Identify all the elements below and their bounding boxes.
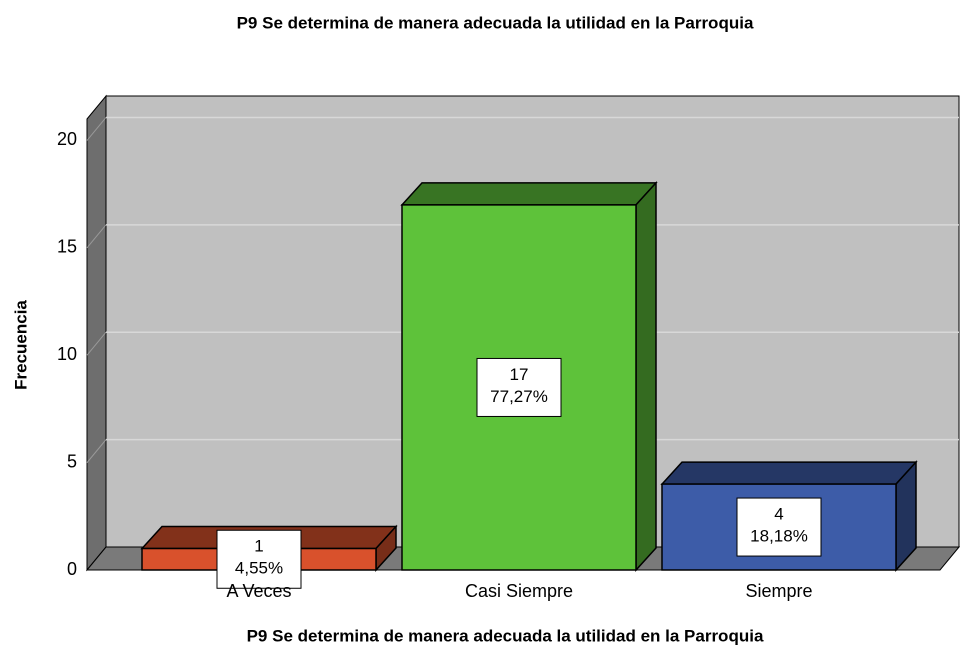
chart-title: P9 Se determina de manera adecuada la ut… bbox=[237, 13, 754, 32]
x-axis-title: P9 Se determina de manera adecuada la ut… bbox=[247, 626, 764, 645]
bar-side bbox=[635, 180, 657, 572]
percent-label: 18,18% bbox=[750, 527, 808, 546]
grid-line bbox=[86, 117, 107, 141]
grid-line bbox=[86, 224, 107, 249]
y-tick-label: 15 bbox=[57, 237, 77, 257]
bar-top bbox=[660, 461, 918, 485]
y-tick-label: 10 bbox=[57, 344, 77, 364]
grid-line bbox=[86, 331, 107, 356]
data-label-box bbox=[736, 497, 822, 557]
percent-label: 4,55% bbox=[235, 559, 283, 578]
y-axis-title: Frecuencia bbox=[11, 300, 30, 390]
data-label: 17 bbox=[510, 365, 529, 384]
grid-line bbox=[86, 439, 107, 463]
data-label: 4 bbox=[774, 505, 783, 524]
y-tick-label: 5 bbox=[67, 451, 77, 471]
x-tick-label: Siempre bbox=[745, 581, 812, 601]
bar-top bbox=[400, 182, 658, 206]
x-tick-label: A Veces bbox=[226, 581, 291, 601]
y-tick-label: 0 bbox=[67, 559, 77, 579]
data-label: 1 bbox=[254, 537, 263, 556]
y-tick-label: 20 bbox=[57, 129, 77, 149]
data-label-box bbox=[216, 529, 302, 589]
side-wall bbox=[86, 94, 107, 572]
x-tick-label: Casi Siempre bbox=[465, 581, 573, 601]
data-label-box bbox=[476, 357, 562, 417]
percent-label: 77,27% bbox=[490, 387, 548, 406]
